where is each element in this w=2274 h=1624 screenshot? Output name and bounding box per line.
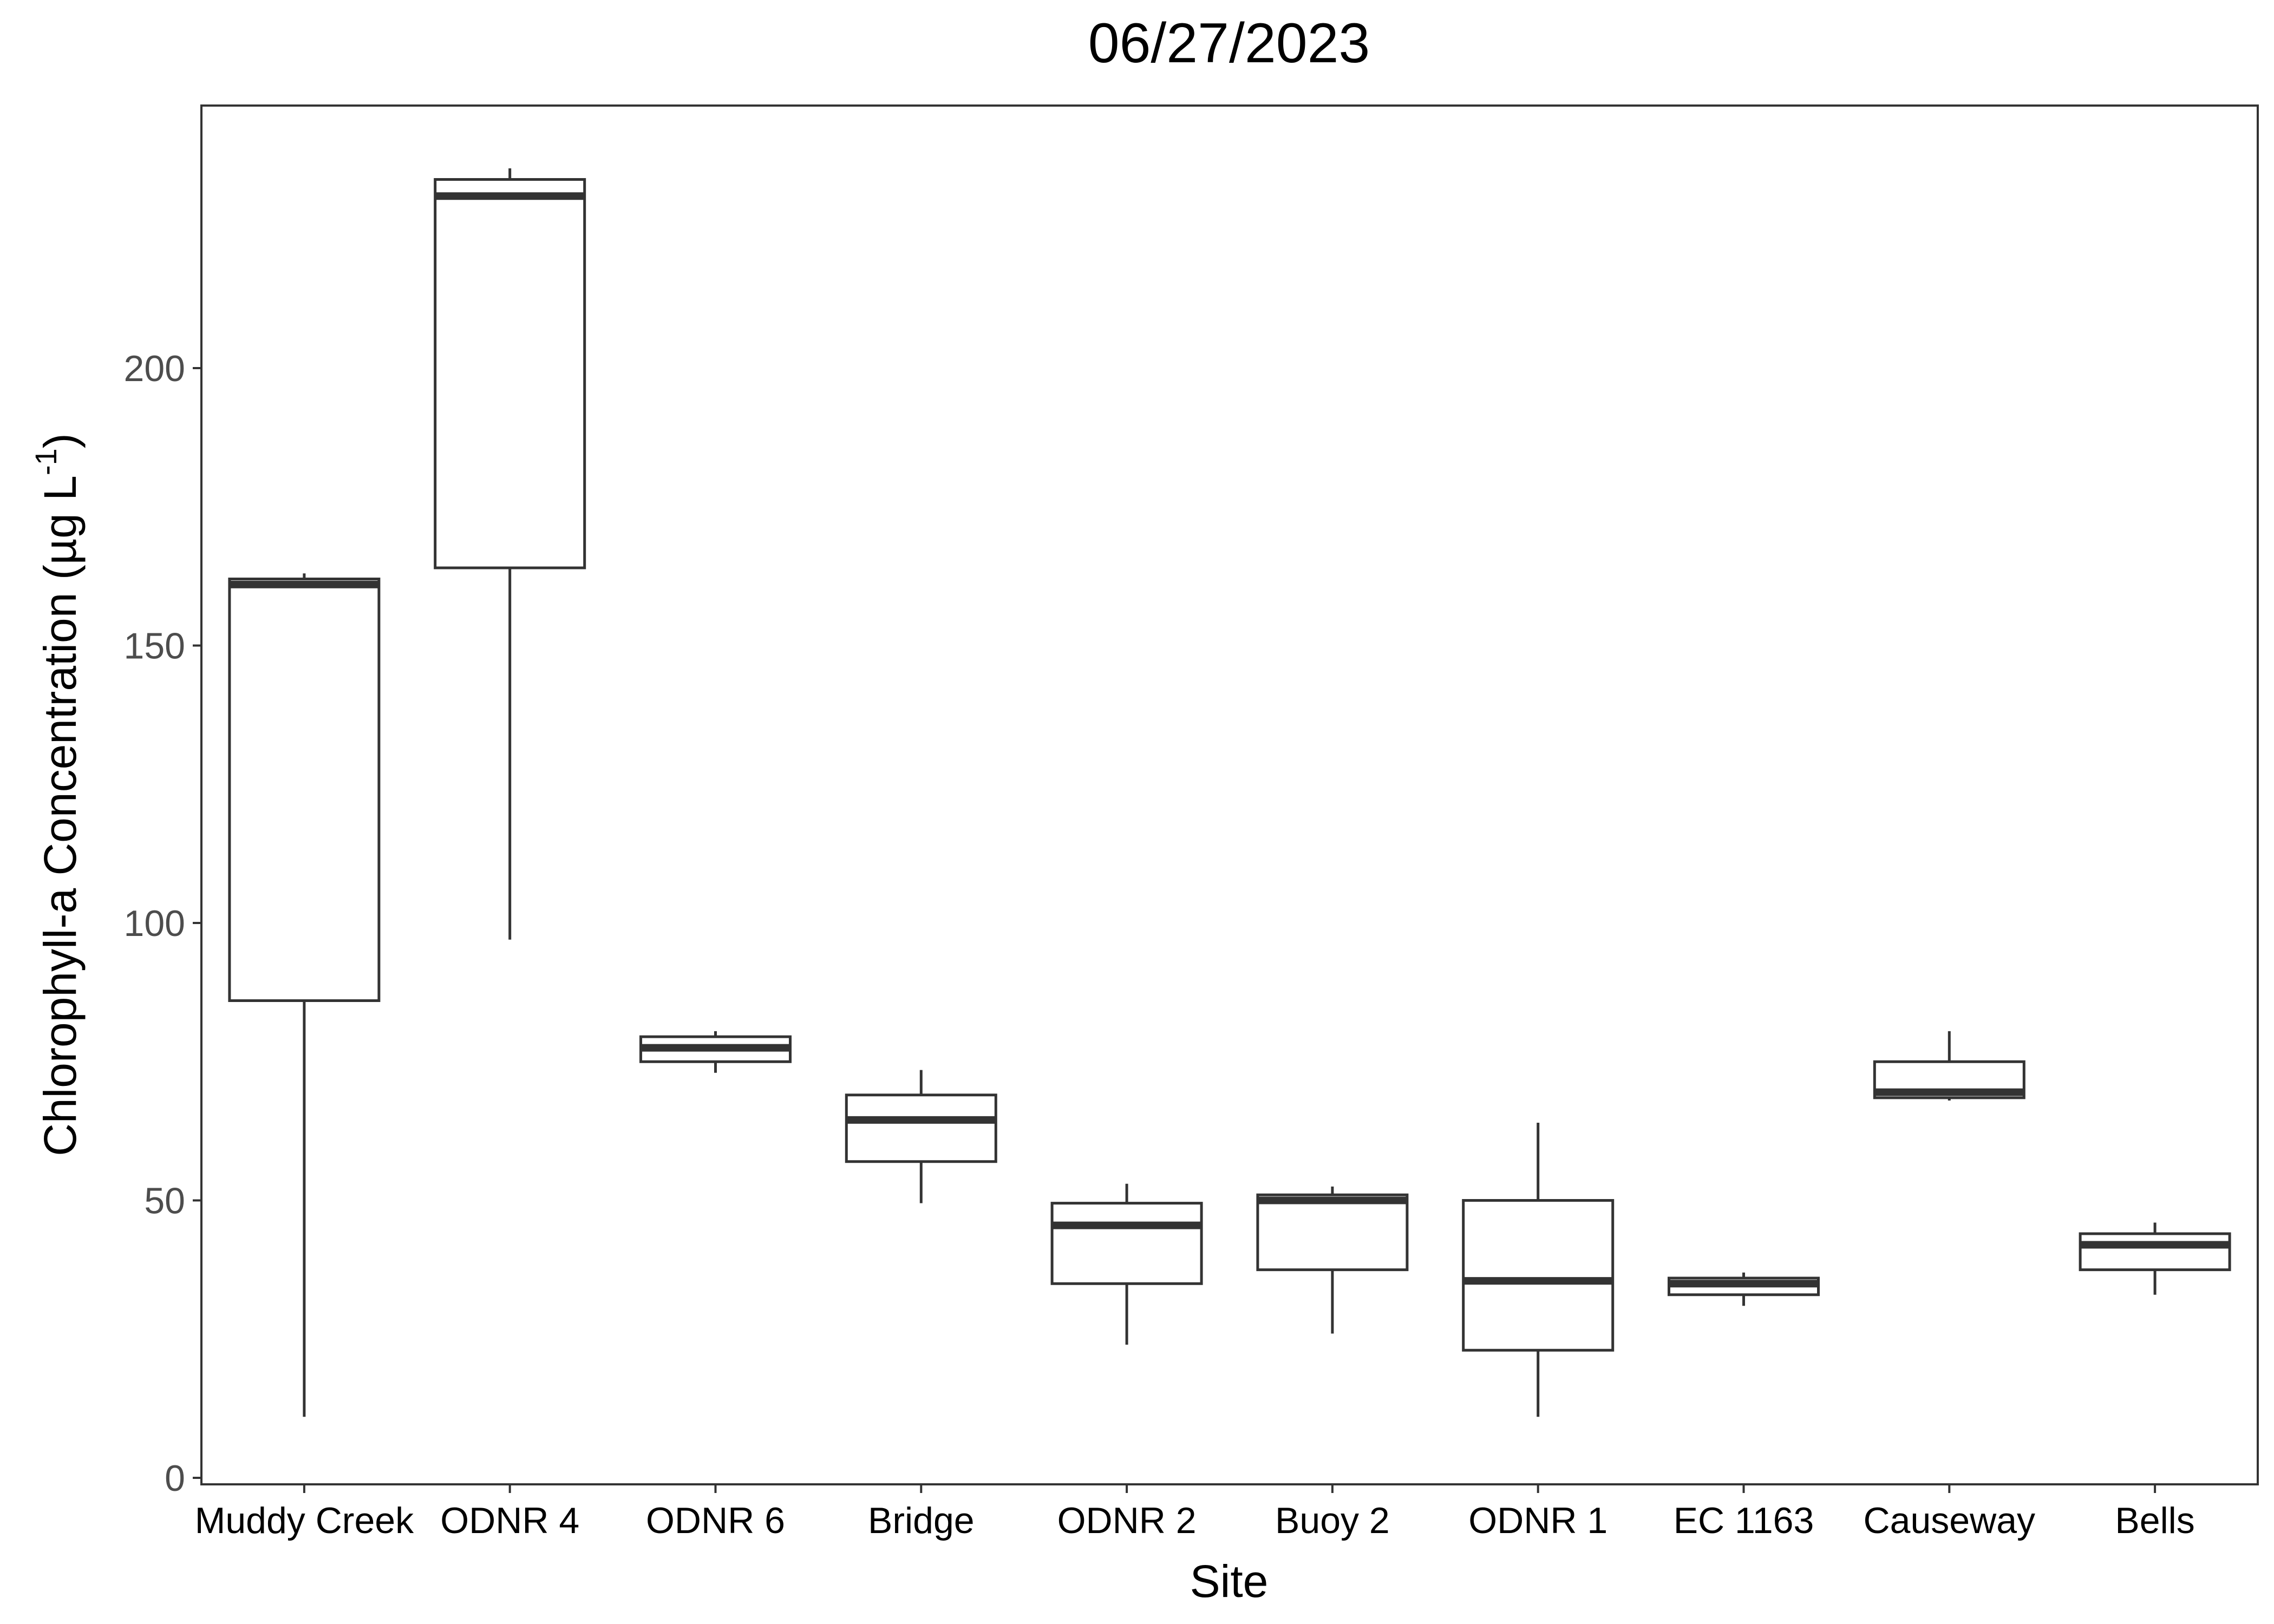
x-tick-label: Bells — [2115, 1500, 2194, 1541]
y-tick-label: 0 — [165, 1458, 185, 1499]
box-body — [1050, 1202, 1203, 1285]
x-tick-label: ODNR 4 — [440, 1500, 579, 1541]
y-tick-label: 100 — [124, 903, 185, 944]
box-body — [2079, 1232, 2231, 1272]
x-tick-label: Muddy Creek — [195, 1500, 414, 1541]
box-body — [228, 578, 381, 1002]
x-tick-label: EC 1163 — [1674, 1500, 1814, 1541]
box-odnr-1 — [1462, 1123, 1615, 1417]
box-causeway — [1873, 1031, 2025, 1101]
box-body — [434, 178, 586, 569]
box-odnr-2 — [1050, 1183, 1203, 1345]
x-tick-label: ODNR 6 — [646, 1500, 785, 1541]
x-axis: Muddy Creek ODNR 4 ODNR 6 Bridge ODNR 2 Buoy … — [195, 1484, 2195, 1541]
y-tick-label: 200 — [124, 348, 185, 389]
y-tick-label: 50 — [144, 1181, 185, 1222]
x-tick-label: Buoy 2 — [1275, 1500, 1390, 1541]
box-odnr-4 — [434, 168, 586, 940]
chart-title: 06/27/2023 — [1088, 12, 1370, 75]
x-tick-label: ODNR 2 — [1057, 1500, 1197, 1541]
box-buoy-2 — [1256, 1186, 1409, 1334]
box-ec-1163 — [1668, 1272, 1820, 1306]
y-axis-title-close: ) — [35, 433, 86, 448]
y-axis: 0 50 100 150 200 — [124, 348, 201, 1499]
boxplot-series — [228, 168, 2231, 1417]
box-odnr-6 — [639, 1031, 792, 1073]
y-tick-label: 150 — [124, 626, 185, 667]
x-axis-title: Site — [1190, 1556, 1269, 1607]
box-bells — [2079, 1222, 2231, 1295]
x-tick-label: Bridge — [868, 1500, 975, 1541]
x-tick-label: ODNR 1 — [1468, 1500, 1608, 1541]
y-axis-title-main: Chlorophyll-a Concentration (µg L — [35, 475, 86, 1156]
box-body — [1462, 1199, 1615, 1352]
y-axis-title: Chlorophyll-a Concentration (µg L-1) — [29, 433, 86, 1156]
box-muddy-creek — [228, 573, 381, 1417]
box-body — [845, 1093, 997, 1163]
box-bridge — [845, 1070, 997, 1203]
box-body — [1256, 1193, 1409, 1272]
x-tick-label: Causeway — [1864, 1500, 2036, 1541]
y-axis-title-superscript: -1 — [29, 448, 63, 475]
